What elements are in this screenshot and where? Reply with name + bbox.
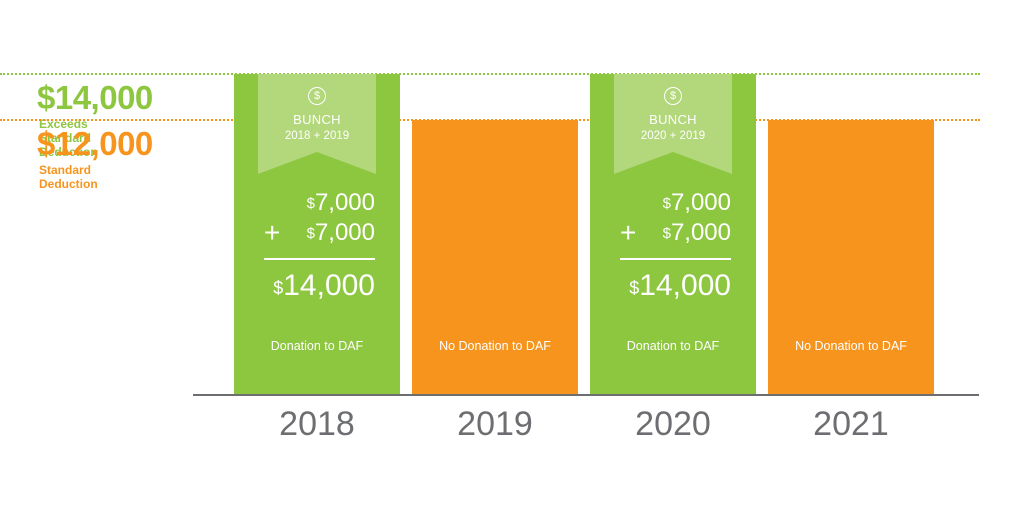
- bar: Donation to DAF $ BUNCH 2020 + 2019 $7,000 $7…: [590, 74, 756, 394]
- dollar-circle-icon: $: [664, 87, 682, 105]
- x-tick-label: 2021: [813, 405, 889, 443]
- addend: $7,000: [663, 220, 731, 246]
- reference-value-label: $12,000: [37, 124, 153, 162]
- bunch-ribbon: $ BUNCH 2018 + 2019: [258, 74, 376, 174]
- sum-divider: [620, 258, 731, 260]
- currency-symbol: $: [306, 225, 315, 242]
- x-axis-line: [193, 394, 979, 396]
- addend-value: 7,000: [670, 189, 731, 216]
- bunch-subtitle: 2020 + 2019: [640, 130, 706, 142]
- addend-value: 7,000: [314, 189, 375, 216]
- bar: No Donation to DAF: [412, 119, 578, 394]
- sum-total: $14,000: [629, 270, 731, 302]
- bar-label: Donation to DAF: [270, 339, 364, 353]
- reference-value-label: $14,000: [37, 79, 153, 116]
- reference-caption: Standard Deduction: [39, 162, 98, 191]
- currency-symbol: $: [306, 195, 315, 212]
- total-value: 14,000: [283, 269, 375, 302]
- plus-operator: +: [620, 217, 637, 248]
- plus-operator: +: [264, 217, 281, 248]
- bar: Donation to DAF $ BUNCH 2018 + 2019 $7,000 $7…: [234, 74, 400, 394]
- currency-symbol: $: [629, 278, 640, 298]
- currency-symbol: $: [662, 225, 671, 242]
- x-tick-label: 2020: [635, 405, 711, 443]
- addend: $7,000: [307, 190, 375, 216]
- bar-label: Donation to DAF: [626, 339, 720, 353]
- bar-label: No Donation to DAF: [439, 338, 551, 353]
- ribbon-shape: [614, 74, 732, 174]
- currency-symbol: $: [662, 195, 671, 212]
- bunch-ribbon: $ BUNCH 2020 + 2019: [614, 74, 732, 174]
- addend: $7,000: [663, 190, 731, 216]
- bunch-subtitle: 2018 + 2019: [284, 130, 350, 142]
- addend-value: 7,000: [670, 219, 731, 246]
- x-tick-label: 2018: [279, 405, 355, 443]
- bar-label: No Donation to DAF: [795, 338, 907, 353]
- addend-value: 7,000: [314, 219, 375, 246]
- total-value: 14,000: [639, 269, 731, 302]
- sum-total: $14,000: [273, 270, 375, 302]
- bunch-title: BUNCH: [293, 112, 341, 127]
- currency-symbol: $: [273, 278, 284, 298]
- sum-divider: [264, 258, 375, 260]
- ribbon-shape: [258, 74, 376, 174]
- reference-line: [0, 73, 980, 75]
- dollar-circle-icon: $: [308, 87, 326, 105]
- bunch-title: BUNCH: [649, 112, 697, 127]
- bar: No Donation to DAF: [768, 119, 934, 394]
- addend: $7,000: [307, 220, 375, 246]
- x-tick-label: 2019: [457, 405, 533, 443]
